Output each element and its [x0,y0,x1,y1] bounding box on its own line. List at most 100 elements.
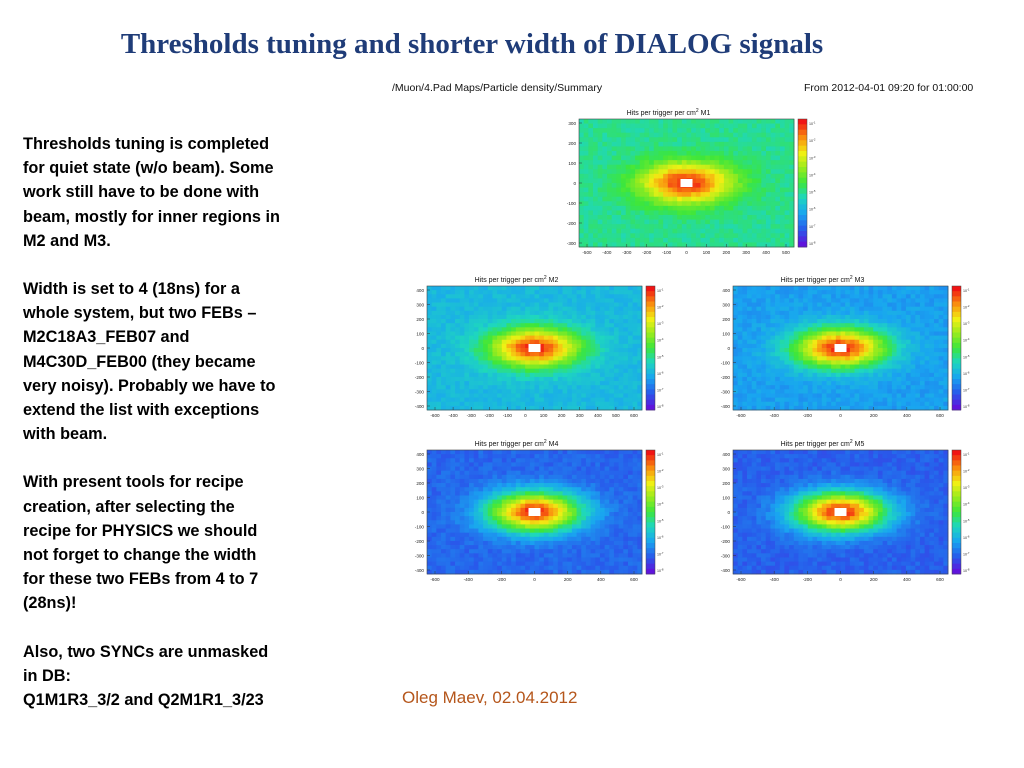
text-line: Width is set to 4 (18ns) for a [23,280,240,299]
svg-text:10-1: 10-1 [657,288,664,294]
author-date: Oleg Maev, 02.04.2012 [402,688,578,707]
svg-text:10-8: 10-8 [809,241,816,247]
text-line: beam, mostly for inner regions in [23,207,280,226]
y-tick-label: 200 [722,317,730,322]
paragraph-thresholds: Thresholds tuning is completed for quiet… [23,132,341,253]
x-tick-label: 400 [762,250,770,255]
svg-text:10-6: 10-6 [963,370,970,376]
slide-title: Thresholds tuning and shorter width of D… [120,28,824,60]
x-tick-label: -400 [770,413,780,418]
y-tick-label: -200 [721,375,731,380]
x-tick-label: 500 [612,413,620,418]
text-line: creation, after selecting the [23,497,235,516]
x-tick-label: 100 [703,250,711,255]
color-scale: 10-110-210-310-410-510-610-710-8 [645,285,664,411]
svg-text:10-5: 10-5 [963,354,970,360]
y-tick-label: -300 [415,554,425,559]
text-line: recipe for PHYSICS we should [23,521,258,540]
text-line: Thresholds tuning is completed [23,135,270,153]
text-line: for these two FEBs from 4 to 7 [23,570,259,589]
text-line: M4C30D_FEB00 (they became [23,352,256,371]
y-tick-label: 200 [568,141,576,146]
y-tick-label: 100 [416,496,424,501]
density-map-m2: Hits per trigger per cm2 M2 400 300 200 100 0… [415,275,664,418]
y-tick-label: -300 [567,241,577,246]
y-tick-label: 100 [722,496,730,501]
svg-text:10-5: 10-5 [809,189,816,195]
x-tick-label: 600 [630,413,638,418]
plot-title: Hits per trigger per cm2 M1 [627,108,711,117]
x-tick-label: 200 [722,250,730,255]
beam-hot-spot [528,344,541,352]
color-scale: 10-110-210-310-410-510-610-710-8 [797,118,816,248]
svg-text:10-3: 10-3 [657,321,664,327]
text-line: Q1M1R3_3/2 and Q2M1R1_3/23 [23,691,264,710]
figure-path: /Muon/4.Pad Maps/Particle density/Summar… [392,82,603,94]
y-tick-label: -400 [415,568,425,573]
y-tick-label: -400 [415,404,425,409]
x-tick-label: -600 [736,577,746,582]
x-tick-label: -400 [448,413,458,418]
text-line: M2 and M3. [23,231,111,250]
y-tick-label: -100 [415,525,425,530]
x-tick-label: 600 [630,577,638,582]
y-tick-label: -100 [415,361,425,366]
plot-title-unit-exp: 2 [850,275,853,281]
y-tick-label: -300 [721,554,731,559]
svg-text:10-8: 10-8 [657,404,664,410]
y-tick-label: 200 [416,317,424,322]
x-tick-label: 400 [903,413,911,418]
plot-station: M3 [853,277,865,284]
x-tick-label: 0 [839,577,842,582]
text-line: extend the list with exceptions [23,401,260,420]
plot-title: Hits per trigger per cm2 M4 [475,439,559,448]
text-line: work still have to be done with [23,183,260,202]
x-tick-label: 300 [742,250,750,255]
x-tick-label: -600 [736,413,746,418]
color-scale: 10-110-210-310-410-510-610-710-8 [645,449,664,575]
x-tick-label: 200 [558,413,566,418]
y-tick-label: 400 [722,452,730,457]
svg-text:10-5: 10-5 [657,354,664,360]
x-tick-label: 200 [870,413,878,418]
svg-text:10-2: 10-2 [657,304,664,310]
slide-body: Thresholds tuning is completed for quiet… [23,132,341,712]
x-tick-label: -400 [464,577,474,582]
y-tick-label: -200 [567,221,577,226]
y-tick-label: -300 [721,390,731,395]
density-map-m3: Hits per trigger per cm2 M3 400 300 200 100 0… [721,275,970,418]
x-tick-label: -100 [503,413,513,418]
text-line: M2C18A3_FEB07 and [23,328,190,347]
y-tick-label: 300 [722,467,730,472]
svg-text:10-8: 10-8 [963,404,970,410]
paragraph-width: Width is set to 4 (18ns) for a whole sys… [23,277,341,446]
svg-text:10-6: 10-6 [809,206,816,212]
text-line: whole system, but two FEBs – [23,304,257,323]
y-tick-label: 400 [416,288,424,293]
density-map-m5: Hits per trigger per cm2 M5 400 300 200 100 0… [721,439,970,582]
plot-title-unit-exp: 2 [544,439,547,445]
svg-text:10-3: 10-3 [809,155,816,161]
text-line: in DB: [23,666,71,685]
text-line: with beam. [23,425,108,444]
density-map-m1: Hits per trigger per cm2 M1 300 200 100 0 -10… [567,108,816,255]
x-tick-label: -200 [485,413,495,418]
text-line: very noisy). Probably we have to [23,376,276,395]
x-tick-label: 400 [903,577,911,582]
text-line: With present tools for recipe [23,473,244,492]
x-tick-label: -600 [430,413,440,418]
x-tick-label: 0 [524,413,527,418]
x-tick-label: -200 [803,577,813,582]
svg-text:10-4: 10-4 [657,337,664,343]
text-line: for quiet state (w/o beam). Some [23,159,274,178]
y-tick-label: 400 [722,288,730,293]
y-tick-label: -400 [721,568,731,573]
y-tick-label: -200 [415,539,425,544]
y-tick-label: 300 [416,467,424,472]
x-tick-label: 400 [597,577,605,582]
y-tick-label: 200 [722,481,730,486]
plot-title: Hits per trigger per cm2 M3 [781,275,865,284]
color-scale: 10-110-210-310-410-510-610-710-8 [951,449,970,575]
plot-title: Hits per trigger per cm2 M2 [475,275,559,284]
beam-hot-spot [834,508,847,516]
